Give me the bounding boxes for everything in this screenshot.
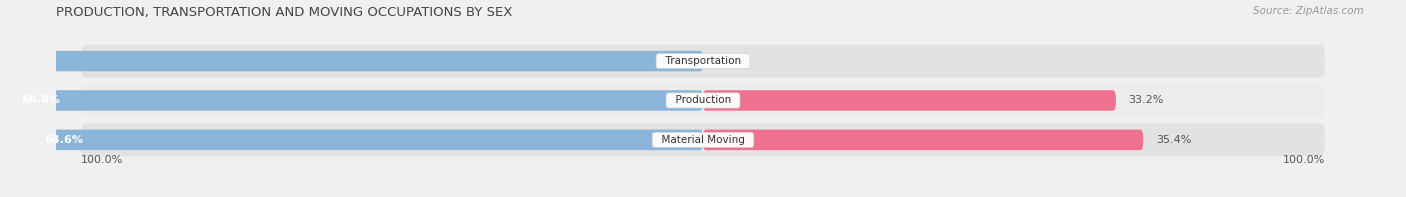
FancyBboxPatch shape xyxy=(82,45,1324,77)
Text: Production: Production xyxy=(669,96,737,105)
FancyBboxPatch shape xyxy=(0,130,703,150)
Text: Transportation: Transportation xyxy=(658,56,748,66)
FancyBboxPatch shape xyxy=(0,51,703,71)
Text: Source: ZipAtlas.com: Source: ZipAtlas.com xyxy=(1253,6,1364,16)
Text: PRODUCTION, TRANSPORTATION AND MOVING OCCUPATIONS BY SEX: PRODUCTION, TRANSPORTATION AND MOVING OC… xyxy=(56,6,513,19)
FancyBboxPatch shape xyxy=(703,90,1116,111)
Text: 100.0%: 100.0% xyxy=(82,155,124,164)
Text: 33.2%: 33.2% xyxy=(1129,96,1164,105)
Text: 64.6%: 64.6% xyxy=(44,135,83,145)
Text: 100.0%: 100.0% xyxy=(1282,155,1324,164)
Text: 35.4%: 35.4% xyxy=(1156,135,1191,145)
FancyBboxPatch shape xyxy=(82,124,1324,156)
FancyBboxPatch shape xyxy=(0,90,703,111)
FancyBboxPatch shape xyxy=(703,130,1143,150)
Text: Material Moving: Material Moving xyxy=(655,135,751,145)
FancyBboxPatch shape xyxy=(82,84,1324,117)
Text: 66.8%: 66.8% xyxy=(21,96,60,105)
Text: 0.0%: 0.0% xyxy=(716,56,744,66)
